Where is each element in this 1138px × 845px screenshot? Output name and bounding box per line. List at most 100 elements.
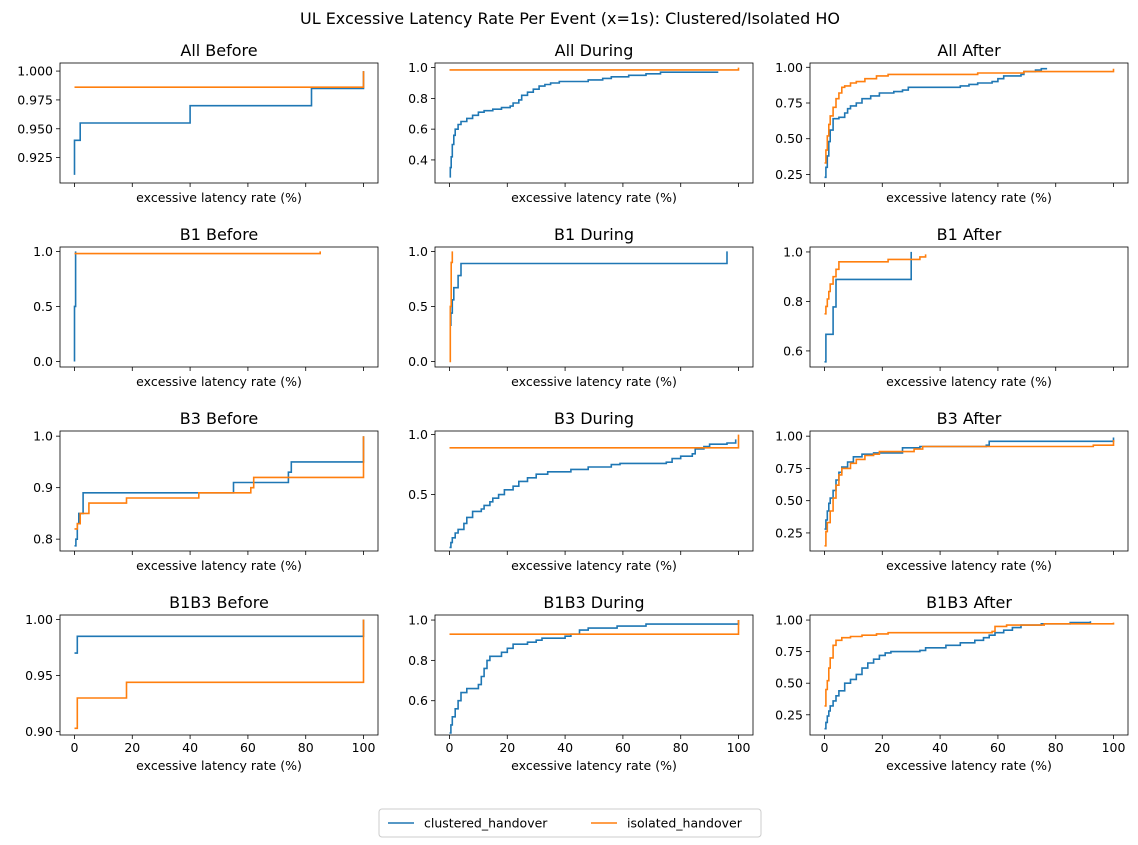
ytick-label-b1b3-after-0: 0.25 (775, 707, 803, 722)
series-isolated-handover-all-after (824, 68, 1115, 164)
ytick-label-b1b3-before-1: 0.95 (25, 668, 53, 683)
legend-frame (378, 808, 762, 838)
panel-all-during: All During 0.4 0.6 0.8 1.0 excessive latency … (408, 41, 754, 205)
panel-b1-before: B1 Before 0.0 0.5 1.0 excessive latency rate… (33, 225, 379, 389)
ytick-label-all-before-3: 1.000 (17, 64, 53, 79)
ytick-label-all-during-2: 0.8 (408, 91, 428, 106)
series-clustered-handover-all-after (824, 67, 1048, 179)
ytick-label-b1b3-after-2: 0.75 (775, 644, 803, 659)
ytick-label-b3-after-2: 0.75 (775, 461, 803, 476)
xaxis-label-b1b3-before: excessive latency rate (%) (136, 758, 302, 773)
ytick-label-all-during-3: 1.0 (408, 60, 428, 75)
xaxis-label-all-before: excessive latency rate (%) (136, 190, 302, 205)
panel-title-b1-during: B1 During (554, 225, 634, 244)
axes-frame-b1b3-after (809, 614, 1129, 736)
panel-b3-after: B3 After 0.25 0.50 0.75 1.00 excessive latenc… (775, 409, 1129, 573)
axes-frame-b1b3-during (434, 614, 754, 736)
legend: clustered_handover isolated_handover (378, 808, 762, 838)
xaxis-label-all-during: excessive latency rate (%) (511, 190, 677, 205)
xtick-label-b1b3-before-0: 0 (70, 740, 78, 755)
xtick-label-b1b3-before-2: 40 (182, 740, 198, 755)
ytick-label-b3-before-0: 0.8 (33, 532, 53, 547)
ytick-label-b1-before-1: 0.5 (33, 299, 53, 314)
ytick-label-b1-after-1: 0.8 (783, 294, 803, 309)
xtick-label-b1b3-before-1: 20 (124, 740, 140, 755)
xtick-label-b1b3-after-1: 20 (874, 740, 890, 755)
ytick-label-b1b3-after-3: 1.00 (775, 613, 803, 628)
panel-title-b3-after: B3 After (937, 409, 1002, 428)
panel-title-b1b3-before: B1B3 Before (169, 593, 269, 612)
ytick-label-b1-during-1: 0.5 (408, 299, 428, 314)
ytick-label-b1-during-2: 1.0 (408, 244, 428, 259)
ytick-label-b1b3-during-1: 0.8 (408, 653, 428, 668)
xaxis-label-b1-during: excessive latency rate (%) (511, 374, 677, 389)
panel-title-b3-during: B3 During (554, 409, 634, 428)
xtick-label-b1b3-after-5: 100 (1102, 740, 1126, 755)
series-isolated-handover-all-before (74, 71, 365, 88)
xaxis-label-b1b3-during: excessive latency rate (%) (511, 758, 677, 773)
panel-title-all-before: All Before (180, 41, 257, 60)
axes-frame-b3-after (809, 430, 1129, 552)
ytick-label-all-after-3: 1.00 (775, 60, 803, 75)
ytick-label-b3-before-2: 1.0 (33, 429, 53, 444)
axes-frame-b3-during (434, 430, 754, 552)
ytick-label-all-before-1: 0.950 (17, 121, 53, 136)
figure-title: UL Excessive Latency Rate Per Event (x=1… (300, 9, 840, 28)
ytick-label-all-after-0: 0.25 (775, 167, 803, 182)
series-clustered-handover-b1b3-before (74, 619, 365, 654)
ytick-label-b1-before-2: 1.0 (33, 244, 53, 259)
series-clustered-handover-b1-before (73, 251, 77, 362)
ytick-label-b1-during-0: 0.0 (408, 354, 428, 369)
xtick-label-b1b3-after-2: 40 (932, 740, 948, 755)
panel-b1b3-during: B1B3 During 0.6 0.8 1.0 0 20 40 60 80 100 excessiv… (408, 593, 754, 773)
series-isolated-handover-b1-during (449, 251, 454, 363)
series-clustered-handover-all-before (73, 71, 365, 175)
series-clustered-handover-all-during (449, 71, 719, 178)
ytick-label-b1b3-before-2: 1.00 (25, 612, 53, 627)
ytick-label-b3-during-1: 1.0 (408, 427, 428, 442)
xaxis-label-b1-before: excessive latency rate (%) (136, 374, 302, 389)
xtick-label-b1b3-before-3: 60 (240, 740, 256, 755)
ytick-label-b1b3-during-2: 1.0 (408, 613, 428, 628)
ytick-label-b1b3-during-0: 0.6 (408, 693, 428, 708)
series-isolated-handover-b3-before (74, 436, 365, 530)
panel-b1b3-before: B1B3 Before 0.90 0.95 1.00 0 20 40 60 80 100 exces… (25, 593, 379, 773)
series-clustered-handover-b1-after (824, 251, 912, 363)
xtick-label-b1b3-during-1: 20 (499, 740, 515, 755)
panels: All Before0.9250.9500.9751.000excessive … (17, 41, 1129, 773)
series-clustered-handover-b1b3-during (449, 620, 740, 734)
series-isolated-handover-b3-after (824, 440, 1115, 547)
legend-label-clustered: clustered_handover (424, 816, 548, 831)
series-isolated-handover-b1b3-during (449, 620, 740, 635)
xtick-label-b1b3-before-5: 100 (352, 740, 376, 755)
panel-title-b1b3-during: B1B3 During (543, 593, 644, 612)
ytick-label-b1-before-0: 0.0 (33, 354, 53, 369)
ytick-label-b3-after-0: 0.25 (775, 525, 803, 540)
axes-frame-b1-during (434, 246, 754, 368)
ytick-label-b3-after-3: 1.00 (775, 429, 803, 444)
xtick-label-b1b3-during-4: 80 (673, 740, 689, 755)
series-clustered-handover-b1b3-after (824, 621, 1092, 730)
panel-b3-before: B3 Before 0.8 0.9 1.0 excessive latency rate… (33, 409, 379, 573)
ytick-label-b3-during-0: 0.5 (408, 487, 428, 502)
ytick-label-b3-after-1: 0.50 (775, 493, 803, 508)
xtick-label-b1b3-after-3: 60 (990, 740, 1006, 755)
ytick-label-b1-after-2: 1.0 (783, 244, 803, 259)
axes-frame-b1-before (59, 246, 379, 368)
panel-title-b1-before: B1 Before (180, 225, 259, 244)
panel-b3-during: B3 During 0.5 1.0 excessive latency rate (%… (408, 409, 754, 573)
ytick-label-b1b3-after-1: 0.50 (775, 676, 803, 691)
panel-b1b3-after: B1B3 After 0.25 0.50 0.75 1.00 0 20 40 60 80 100 ex… (775, 593, 1129, 773)
ytick-label-all-during-0: 0.4 (408, 152, 428, 167)
axes-frame-b3-before (59, 430, 379, 552)
series-clustered-handover-b1-during (449, 251, 728, 326)
xtick-label-b1b3-after-0: 0 (820, 740, 828, 755)
ytick-label-b3-before-1: 0.9 (33, 480, 53, 495)
xtick-label-b1b3-during-2: 40 (557, 740, 573, 755)
series-isolated-handover-all-during (449, 67, 740, 71)
axes-frame-all-after (809, 62, 1129, 184)
xtick-label-b1b3-during-0: 0 (445, 740, 453, 755)
series-clustered-handover-b3-after (824, 437, 1115, 530)
panel-all-after: All After 0.25 0.50 0.75 1.00 excessive laten… (775, 41, 1129, 205)
series-clustered-handover-b3-during (449, 439, 737, 549)
